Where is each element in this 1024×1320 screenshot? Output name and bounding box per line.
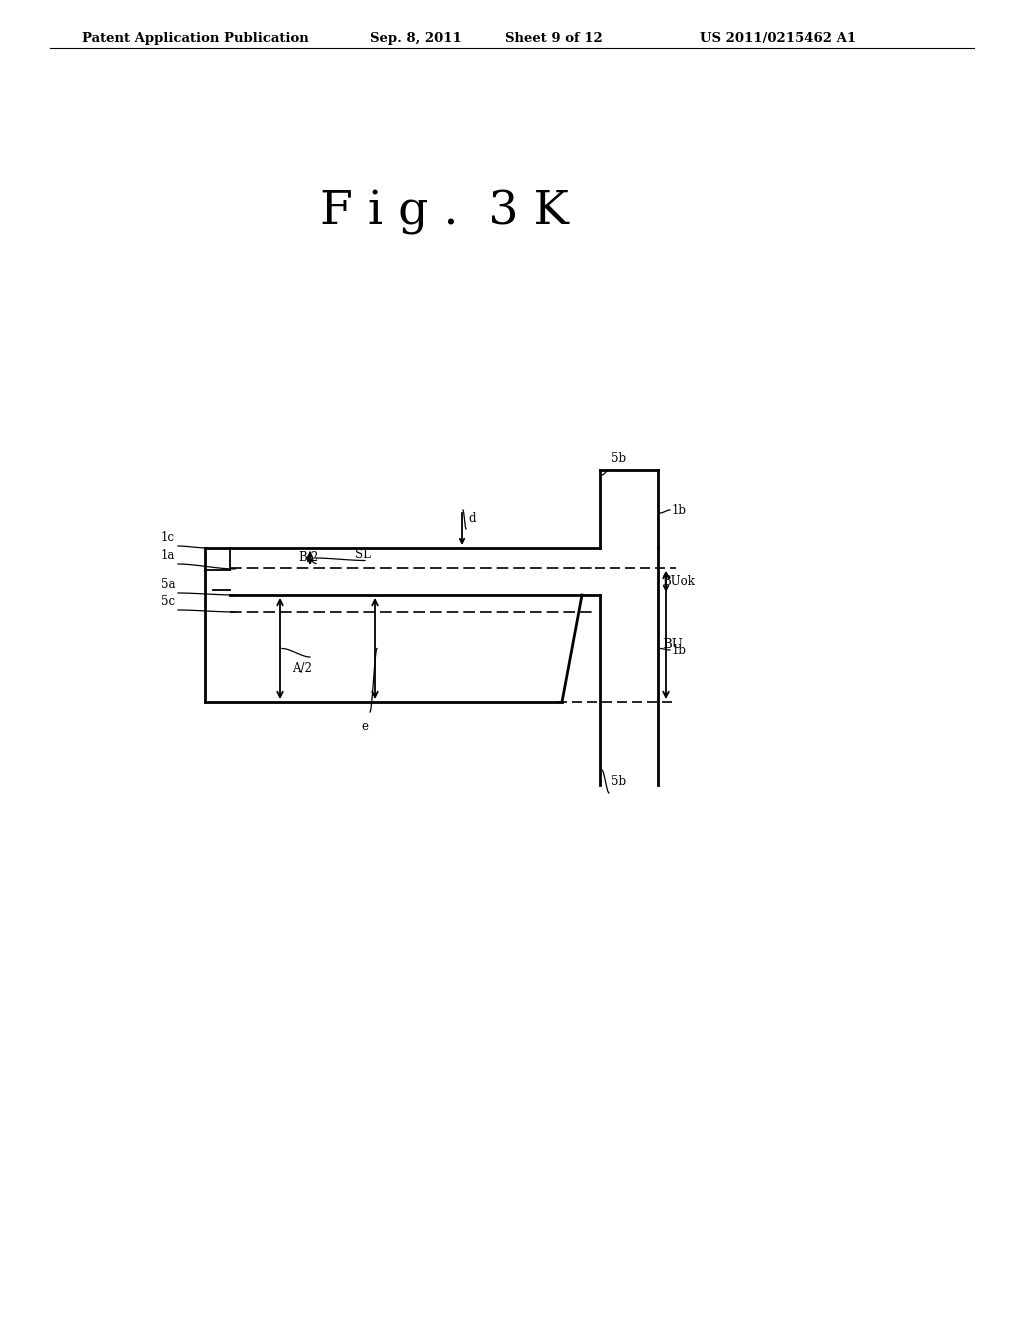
Text: 5b: 5b — [611, 775, 626, 788]
Text: BU: BU — [662, 639, 683, 652]
Text: SL: SL — [355, 548, 371, 561]
Text: F i g .  3 K: F i g . 3 K — [319, 190, 569, 235]
Text: Sheet 9 of 12: Sheet 9 of 12 — [505, 32, 603, 45]
Text: A/2: A/2 — [292, 663, 312, 675]
Text: 5c: 5c — [161, 595, 175, 609]
Text: 5b: 5b — [611, 451, 626, 465]
Text: Sep. 8, 2011: Sep. 8, 2011 — [370, 32, 462, 45]
Text: 5a: 5a — [161, 578, 175, 591]
Text: 1b: 1b — [672, 644, 687, 656]
Text: US 2011/0215462 A1: US 2011/0215462 A1 — [700, 32, 856, 45]
Text: 1a: 1a — [161, 549, 175, 562]
Text: 1c: 1c — [161, 531, 175, 544]
Text: e: e — [361, 719, 369, 733]
Text: d: d — [468, 512, 475, 525]
Text: BUok: BUok — [662, 576, 695, 587]
Text: 1b: 1b — [672, 503, 687, 516]
Text: Patent Application Publication: Patent Application Publication — [82, 32, 309, 45]
Text: B/2: B/2 — [298, 550, 318, 564]
